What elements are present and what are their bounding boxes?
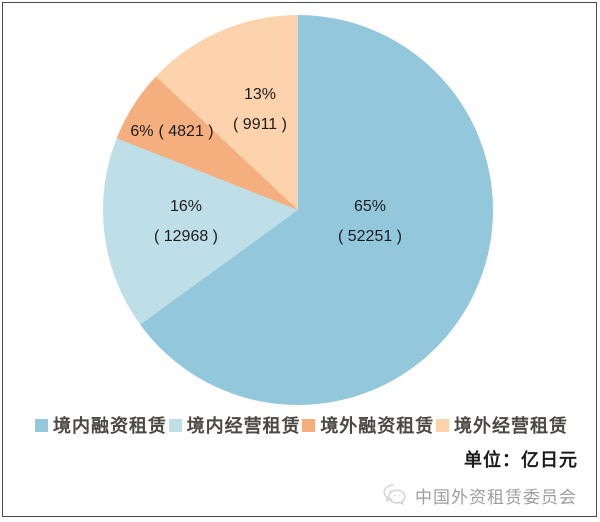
legend-label: 境内融资租赁 bbox=[53, 416, 167, 436]
legend-label: 境外融资租赁 bbox=[320, 416, 435, 436]
slice-percent: 13% bbox=[243, 86, 277, 103]
legend-label: 境内经营租赁 bbox=[186, 416, 301, 436]
legend-swatch-icon bbox=[435, 418, 449, 432]
slice-value: ( 12968 ) bbox=[153, 228, 219, 245]
slice-label-domestic-operating-lease: 16% ( 12968 ) bbox=[116, 192, 256, 252]
watermark-text: 中国外资租赁委员会 bbox=[415, 487, 577, 507]
slice-label-domestic-finance-lease: 65% ( 52251 ) bbox=[300, 192, 440, 252]
slice-value: ( 52251 ) bbox=[337, 228, 403, 245]
slice-label-overseas-operating-lease: 13% ( 9911 ) bbox=[190, 80, 330, 140]
legend-item-domestic-finance-lease: 境内融资租赁 bbox=[35, 412, 167, 438]
unit-note: 单位：亿日元 bbox=[464, 450, 578, 470]
slice-value: ( 9911 ) bbox=[233, 116, 287, 133]
slice-percent: 65% bbox=[353, 198, 387, 215]
slice-percent: 6% bbox=[130, 123, 154, 140]
legend-swatch-icon bbox=[302, 418, 316, 432]
legend-swatch-icon bbox=[168, 418, 182, 432]
legend: 境内融资租赁 境内经营租赁 境外融资租赁 境外经营租赁 bbox=[35, 412, 568, 438]
legend-item-domestic-operating-lease: 境内经营租赁 bbox=[168, 412, 301, 438]
pie-chart bbox=[103, 15, 493, 405]
chat-bubbles-logo-icon bbox=[383, 484, 406, 506]
slice-label-overseas-finance-lease: 6%( 4821 ) bbox=[102, 121, 242, 143]
legend-item-overseas-finance-lease: 境外融资租赁 bbox=[302, 412, 434, 438]
legend-label: 境外经营租赁 bbox=[453, 416, 568, 436]
watermark: 中国外资租赁委员会 bbox=[382, 482, 577, 508]
slice-percent: 16% bbox=[169, 198, 203, 215]
legend-item-overseas-operating-lease: 境外经营租赁 bbox=[435, 412, 568, 438]
slice-value: ( 4821 ) bbox=[158, 123, 214, 140]
legend-swatch-icon bbox=[35, 418, 48, 432]
